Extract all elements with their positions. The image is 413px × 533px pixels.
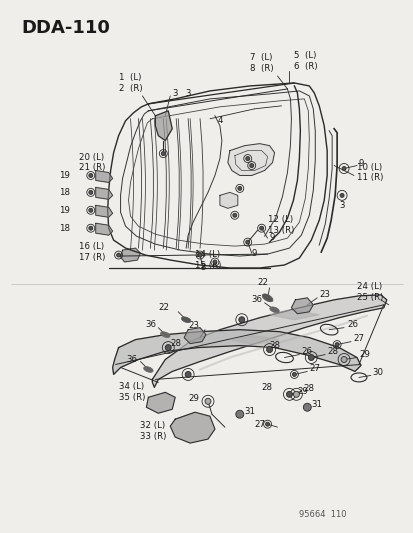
Circle shape: [165, 345, 171, 351]
Circle shape: [245, 240, 249, 244]
Polygon shape: [120, 248, 140, 262]
Text: 27: 27: [352, 334, 363, 343]
Text: DDA-110: DDA-110: [21, 19, 110, 37]
Polygon shape: [184, 328, 206, 344]
Text: 28: 28: [303, 384, 313, 393]
Text: 32 (L)
33 (R): 32 (L) 33 (R): [140, 421, 166, 441]
Circle shape: [293, 391, 299, 397]
Text: 26: 26: [346, 320, 357, 329]
Text: 36: 36: [145, 320, 156, 329]
Polygon shape: [170, 412, 214, 443]
Circle shape: [88, 190, 93, 195]
Circle shape: [303, 403, 311, 411]
Text: 28: 28: [269, 341, 280, 350]
Polygon shape: [146, 392, 175, 413]
Ellipse shape: [181, 317, 190, 322]
Text: 23: 23: [318, 290, 330, 300]
Text: 23: 23: [188, 321, 199, 330]
Text: 9: 9: [358, 159, 363, 168]
Text: 9: 9: [251, 248, 256, 257]
Polygon shape: [95, 205, 112, 217]
Text: 7  (L)
8  (R): 7 (L) 8 (R): [249, 53, 273, 73]
Text: 4: 4: [217, 116, 223, 125]
Text: 19: 19: [59, 206, 70, 215]
Text: 28: 28: [170, 339, 181, 348]
Text: 27: 27: [254, 419, 265, 429]
Circle shape: [116, 253, 120, 257]
Circle shape: [339, 193, 343, 197]
Text: 22: 22: [158, 303, 169, 312]
Text: 9: 9: [269, 232, 274, 241]
Circle shape: [88, 208, 93, 212]
Text: 27: 27: [309, 364, 320, 373]
Circle shape: [341, 166, 345, 171]
Text: 36: 36: [251, 295, 262, 304]
Circle shape: [249, 164, 253, 167]
Text: 20 (L)
21 (R): 20 (L) 21 (R): [78, 152, 105, 172]
Ellipse shape: [143, 367, 153, 373]
Text: 18: 18: [59, 188, 70, 197]
Text: 3: 3: [338, 201, 344, 210]
Text: 10 (L)
11 (R): 10 (L) 11 (R): [356, 163, 382, 182]
Circle shape: [185, 372, 191, 377]
Text: 19: 19: [59, 171, 70, 180]
Circle shape: [212, 260, 216, 264]
Text: 12 (L)
13 (R): 12 (L) 13 (R): [267, 215, 293, 235]
Text: 34 (L)
35 (R): 34 (L) 35 (R): [118, 383, 145, 402]
Text: 31: 31: [311, 400, 321, 409]
Circle shape: [237, 187, 241, 190]
Text: 95664  110: 95664 110: [299, 510, 346, 519]
Circle shape: [308, 354, 313, 360]
Polygon shape: [291, 298, 313, 314]
Ellipse shape: [160, 332, 170, 337]
Polygon shape: [95, 223, 112, 235]
Circle shape: [335, 343, 338, 346]
Polygon shape: [95, 171, 112, 182]
Polygon shape: [95, 188, 112, 199]
Text: 29: 29: [297, 387, 308, 396]
Text: 28: 28: [326, 347, 337, 356]
Circle shape: [266, 346, 272, 352]
Circle shape: [265, 422, 269, 426]
Text: 31: 31: [244, 407, 255, 416]
Polygon shape: [152, 295, 386, 387]
Circle shape: [292, 373, 296, 376]
Polygon shape: [112, 330, 360, 375]
Polygon shape: [155, 111, 172, 141]
Text: 29: 29: [188, 394, 199, 403]
Circle shape: [197, 253, 202, 257]
Text: 3: 3: [199, 263, 205, 272]
Text: 24 (L)
25 (R): 24 (L) 25 (R): [356, 282, 382, 302]
Ellipse shape: [261, 294, 272, 302]
Circle shape: [161, 151, 165, 156]
Text: 28: 28: [261, 383, 272, 392]
Text: 30: 30: [372, 368, 383, 377]
Text: 36: 36: [126, 355, 137, 364]
Text: 3: 3: [172, 90, 177, 99]
Text: 22: 22: [257, 278, 268, 287]
Text: 3: 3: [185, 90, 190, 99]
Text: 18: 18: [59, 224, 70, 233]
Circle shape: [235, 410, 243, 418]
Circle shape: [88, 226, 93, 230]
Circle shape: [286, 391, 292, 397]
Circle shape: [232, 213, 236, 217]
Polygon shape: [219, 192, 237, 208]
Text: 5  (L)
6  (R): 5 (L) 6 (R): [294, 51, 317, 71]
Circle shape: [204, 398, 211, 404]
Text: 26: 26: [301, 347, 311, 356]
Ellipse shape: [269, 307, 279, 313]
Text: 29: 29: [358, 350, 369, 359]
Polygon shape: [227, 144, 274, 175]
Text: 16 (L)
17 (R): 16 (L) 17 (R): [78, 242, 105, 262]
Text: 1  (L)
2  (R): 1 (L) 2 (R): [118, 73, 142, 93]
Polygon shape: [229, 336, 279, 345]
Circle shape: [340, 357, 346, 362]
Polygon shape: [269, 310, 318, 320]
Circle shape: [259, 226, 263, 230]
Circle shape: [88, 173, 93, 177]
Text: 14 (L)
15 (R): 14 (L) 15 (R): [195, 250, 221, 270]
Circle shape: [245, 157, 249, 160]
Circle shape: [238, 317, 244, 322]
